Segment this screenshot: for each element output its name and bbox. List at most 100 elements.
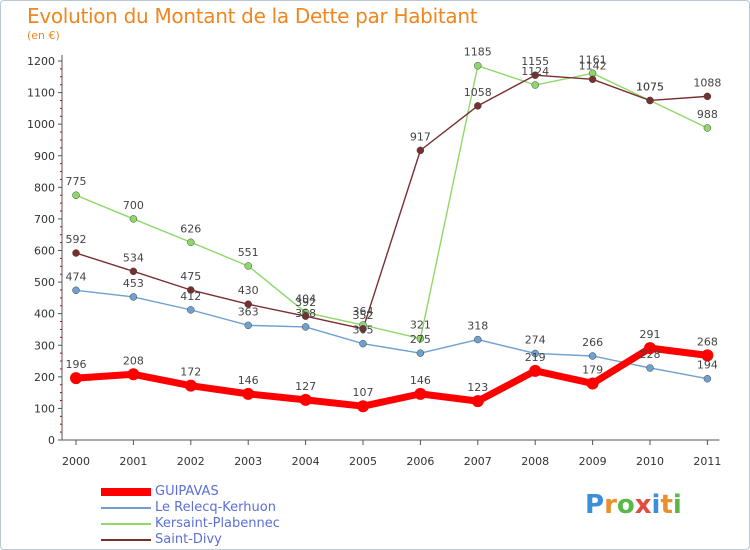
data-point bbox=[531, 349, 539, 358]
data-label: 626 bbox=[180, 222, 201, 235]
data-point bbox=[242, 387, 255, 400]
unit-label: (en €) bbox=[27, 29, 60, 42]
data-point bbox=[299, 393, 312, 406]
data-point bbox=[474, 102, 482, 110]
data-label: 275 bbox=[410, 333, 431, 346]
data-point bbox=[129, 293, 138, 301]
data-point bbox=[301, 323, 310, 331]
logo-letter: i bbox=[672, 490, 682, 520]
legend-label: Saint-Divy bbox=[155, 532, 222, 547]
legend: GUIPAVAS Le Relecq-Kerhuon Kersaint-Plaben… bbox=[101, 484, 361, 548]
data-label: 219 bbox=[525, 351, 546, 364]
x-tick-label: 2006 bbox=[406, 455, 434, 468]
legend-swatch bbox=[101, 507, 151, 509]
data-label: 196 bbox=[66, 358, 87, 371]
data-label: 363 bbox=[238, 305, 259, 318]
y-tick-label: 1200 bbox=[27, 55, 55, 68]
data-point bbox=[127, 368, 140, 381]
x-tick-label: 2007 bbox=[464, 455, 492, 468]
y-tick-label: 500 bbox=[34, 276, 55, 289]
data-label: 917 bbox=[410, 130, 431, 143]
data-point bbox=[301, 312, 310, 320]
data-point bbox=[646, 364, 654, 372]
data-point bbox=[474, 335, 482, 344]
legend-item: GUIPAVAS bbox=[101, 484, 361, 500]
data-label: 1058 bbox=[464, 86, 492, 99]
data-point bbox=[646, 96, 654, 105]
x-tick-label: 2011 bbox=[693, 455, 721, 468]
series-line-1 bbox=[75, 289, 708, 380]
logo-letter: o bbox=[616, 490, 635, 520]
series-line-0 bbox=[75, 344, 708, 410]
data-point bbox=[529, 364, 542, 377]
y-tick-label: 700 bbox=[34, 213, 55, 226]
data-point bbox=[416, 334, 425, 343]
legend-item: Le Relecq-Kerhuon bbox=[101, 500, 361, 516]
logo-letter: x bbox=[634, 490, 652, 520]
data-point bbox=[531, 71, 539, 79]
logo-letter: i bbox=[651, 490, 661, 520]
x-tick-label: 2002 bbox=[177, 455, 205, 468]
logo-letter: r bbox=[604, 490, 617, 520]
data-point bbox=[586, 377, 599, 390]
data-label: 551 bbox=[238, 246, 259, 259]
data-label: 453 bbox=[123, 277, 144, 290]
y-tick-label: 800 bbox=[34, 181, 55, 194]
data-label: 1075 bbox=[636, 80, 664, 93]
data-label: 208 bbox=[123, 354, 144, 367]
data-point bbox=[703, 92, 712, 101]
logo-letter: P bbox=[585, 490, 605, 520]
data-point bbox=[244, 262, 252, 270]
data-label: 291 bbox=[640, 328, 661, 341]
legend-label: Le Relecq-Kerhuon bbox=[155, 500, 276, 515]
data-point bbox=[72, 286, 80, 295]
x-tick-label: 2004 bbox=[292, 455, 320, 468]
data-label: 1075 bbox=[636, 80, 664, 93]
y-tick-label: 0 bbox=[48, 434, 55, 447]
data-label: 1124 bbox=[521, 65, 549, 78]
data-point bbox=[474, 61, 482, 70]
data-label: 358 bbox=[295, 307, 316, 320]
data-point bbox=[72, 249, 80, 257]
data-point bbox=[588, 352, 597, 360]
data-point bbox=[471, 395, 484, 408]
x-tick-label: 2001 bbox=[119, 455, 147, 468]
data-point bbox=[703, 374, 712, 383]
y-tick-label: 100 bbox=[34, 402, 55, 415]
data-label: 700 bbox=[123, 199, 144, 212]
data-point bbox=[244, 321, 252, 330]
x-tick-label: 2003 bbox=[234, 455, 262, 468]
y-tick-label: 200 bbox=[34, 371, 55, 384]
data-label: 321 bbox=[410, 319, 431, 332]
data-label: 179 bbox=[582, 363, 603, 376]
data-label: 1088 bbox=[693, 76, 721, 89]
data-label: 352 bbox=[353, 309, 374, 322]
y-tick-label: 300 bbox=[34, 339, 55, 352]
data-label: 172 bbox=[180, 366, 201, 379]
series-line-2 bbox=[75, 65, 708, 340]
data-label: 1155 bbox=[521, 55, 549, 68]
data-point bbox=[359, 325, 367, 333]
data-point bbox=[414, 387, 427, 400]
data-point bbox=[187, 286, 195, 294]
data-label: 146 bbox=[238, 374, 259, 387]
data-label: 534 bbox=[123, 251, 144, 264]
data-point bbox=[244, 300, 252, 308]
data-point bbox=[416, 349, 425, 357]
legend-item: Saint-Divy bbox=[101, 532, 361, 548]
x-tick-label: 2009 bbox=[579, 455, 607, 468]
data-point bbox=[129, 267, 138, 276]
data-label: 1161 bbox=[579, 53, 607, 66]
data-label: 1142 bbox=[579, 59, 607, 72]
legend-swatch bbox=[101, 488, 151, 496]
data-label: 123 bbox=[467, 381, 488, 394]
legend-label: GUIPAVAS bbox=[155, 484, 219, 499]
y-tick-label: 400 bbox=[34, 308, 55, 321]
data-point bbox=[70, 372, 82, 385]
data-label: 268 bbox=[697, 335, 718, 348]
data-label: 1185 bbox=[464, 46, 492, 59]
legend-swatch bbox=[101, 539, 151, 541]
data-label: 775 bbox=[66, 175, 87, 188]
data-label: 266 bbox=[582, 336, 603, 349]
